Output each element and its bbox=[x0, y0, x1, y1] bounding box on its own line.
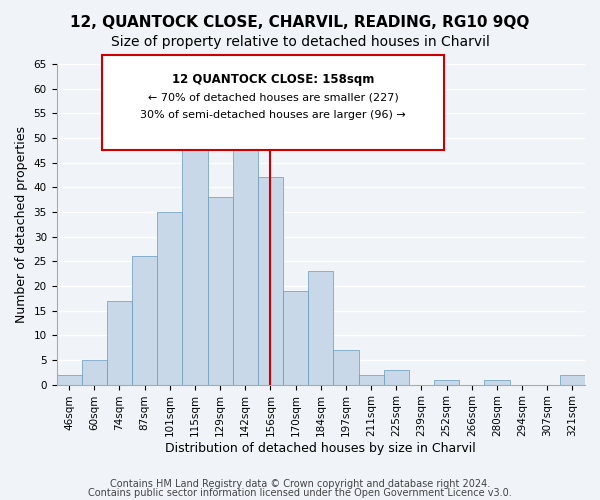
Bar bbox=[383, 370, 409, 384]
Bar bbox=[82, 360, 107, 384]
Y-axis label: Number of detached properties: Number of detached properties bbox=[15, 126, 28, 323]
X-axis label: Distribution of detached houses by size in Charvil: Distribution of detached houses by size … bbox=[166, 442, 476, 455]
Bar bbox=[308, 271, 334, 384]
Bar bbox=[560, 374, 585, 384]
Text: Contains public sector information licensed under the Open Government Licence v3: Contains public sector information licen… bbox=[88, 488, 512, 498]
Text: ← 70% of detached houses are smaller (227): ← 70% of detached houses are smaller (22… bbox=[148, 92, 398, 102]
Bar bbox=[56, 374, 82, 384]
Text: Contains HM Land Registry data © Crown copyright and database right 2024.: Contains HM Land Registry data © Crown c… bbox=[110, 479, 490, 489]
Bar bbox=[258, 178, 283, 384]
Bar bbox=[334, 350, 359, 384]
Bar bbox=[107, 300, 132, 384]
Bar bbox=[233, 118, 258, 384]
Bar bbox=[132, 256, 157, 384]
Text: Size of property relative to detached houses in Charvil: Size of property relative to detached ho… bbox=[110, 35, 490, 49]
Text: 12 QUANTOCK CLOSE: 158sqm: 12 QUANTOCK CLOSE: 158sqm bbox=[172, 72, 374, 86]
Bar bbox=[157, 212, 182, 384]
Bar bbox=[283, 291, 308, 384]
Bar bbox=[484, 380, 509, 384]
Bar bbox=[182, 143, 208, 384]
Bar bbox=[434, 380, 459, 384]
Text: 30% of semi-detached houses are larger (96) →: 30% of semi-detached houses are larger (… bbox=[140, 110, 406, 120]
Bar bbox=[359, 374, 383, 384]
Text: 12, QUANTOCK CLOSE, CHARVIL, READING, RG10 9QQ: 12, QUANTOCK CLOSE, CHARVIL, READING, RG… bbox=[70, 15, 530, 30]
Bar bbox=[208, 197, 233, 384]
